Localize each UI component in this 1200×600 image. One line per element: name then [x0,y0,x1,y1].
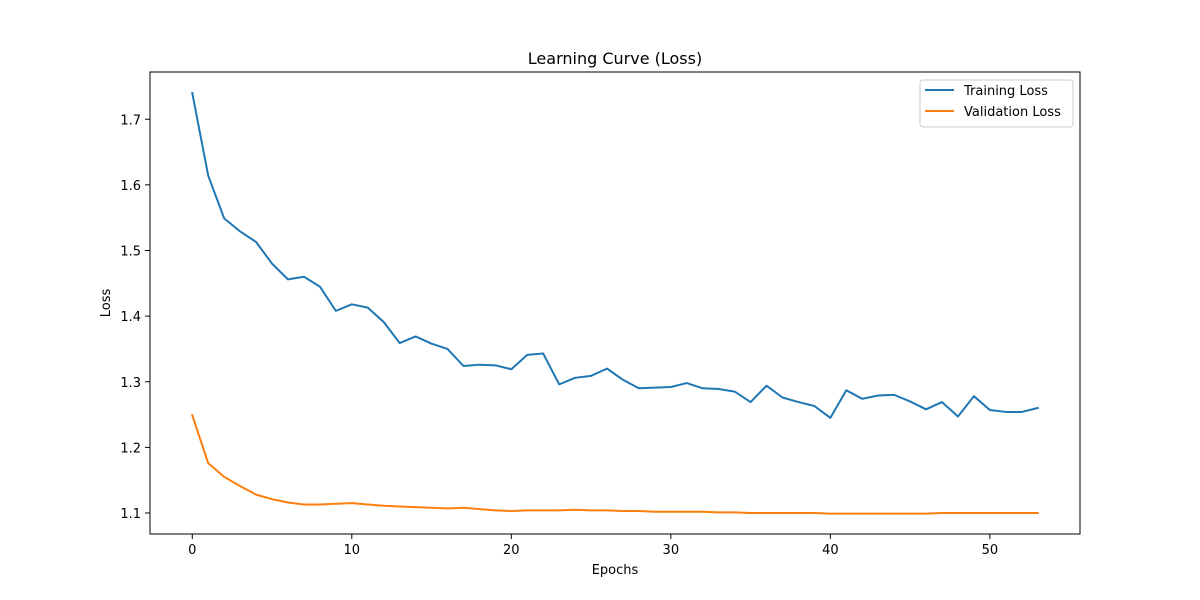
plot-area [191,91,1039,515]
y-tick-label: 1.5 [120,245,141,260]
y-tick-label: 1.6 [120,179,141,194]
y-tick-label: 1.2 [120,441,141,456]
x-tick-label: 40 [822,543,839,558]
x-tick-label: 50 [982,543,999,558]
legend-training-loss-label: Training Loss [963,84,1048,99]
validation-loss-line [191,413,1039,515]
x-tick-label: 0 [188,543,196,558]
x-tick-label: 10 [344,543,361,558]
legend-box [919,79,1074,128]
chart-title: Learning Curve (Loss) [528,49,702,68]
y-tick-label: 1.4 [120,310,141,325]
legend-validation-loss-label: Validation Loss [964,105,1061,120]
y-axis-label: Loss [99,289,114,318]
x-axis-label: Epochs [592,563,639,578]
training-loss-line [191,91,1039,419]
x-tick-label: 20 [503,543,520,558]
x-tick-label: 30 [663,543,680,558]
y-axis: 1.1 1.2 1.3 1.4 1.5 1.6 1.7 [120,113,150,522]
y-tick-label: 1.1 [120,507,141,522]
legend: Training Loss Validation Loss [919,79,1074,128]
plot-frame [149,71,1081,535]
y-tick-label: 1.3 [120,376,141,391]
x-axis: 0 10 20 30 40 50 [188,534,998,558]
y-tick-label: 1.7 [120,113,141,128]
